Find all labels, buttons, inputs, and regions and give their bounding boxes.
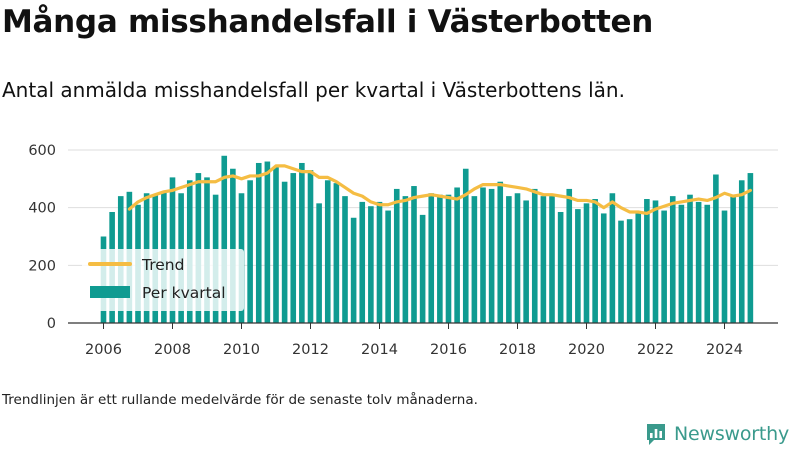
bar-q20 <box>264 161 271 323</box>
legend-label-trend: Trend <box>141 256 184 274</box>
bar-q61 <box>618 220 624 323</box>
bar-q37 <box>411 186 417 323</box>
bar-q24 <box>299 162 305 323</box>
bar-q25 <box>307 170 314 323</box>
bar-q18 <box>247 180 253 323</box>
x-tick-label-2014: 2014 <box>361 342 398 358</box>
bar-q16 <box>230 168 236 323</box>
bar-q40 <box>437 194 443 323</box>
line-series-trend <box>127 164 752 216</box>
bar-q15 <box>221 155 228 323</box>
bar-q30 <box>350 217 357 323</box>
y-tick-label-200: 200 <box>28 258 56 274</box>
brand-logo[interactable]: Newsworthy <box>645 421 789 447</box>
bar-q66 <box>661 210 667 323</box>
bar-q41 <box>445 194 452 323</box>
bar-q49 <box>514 193 521 323</box>
bar-q35 <box>393 188 400 323</box>
bar-q19 <box>255 162 262 323</box>
legend-swatch-per-kvartal <box>90 286 130 298</box>
x-tick-label-2018: 2018 <box>499 342 536 358</box>
bar-q62 <box>626 219 633 323</box>
bar-q75 <box>738 180 745 323</box>
bar-q42 <box>454 187 460 323</box>
bar-q32 <box>368 206 374 323</box>
bar-q33 <box>376 201 383 323</box>
x-tick-label-2024: 2024 <box>706 342 743 358</box>
bar-chart-speech-bubble-icon <box>645 422 667 446</box>
bar-q67 <box>669 196 676 323</box>
bar-q22 <box>281 181 288 323</box>
y-axis-ticks: 0 200 400 600 <box>28 143 56 332</box>
bar-q31 <box>359 201 366 323</box>
bar-q47 <box>497 181 504 323</box>
bar-q76 <box>747 173 754 323</box>
x-tick-label-2012: 2012 <box>292 342 329 358</box>
bar-q43 <box>462 168 469 323</box>
legend-label-per-kvartal: Per kvartal <box>142 284 226 302</box>
bar-q57 <box>583 203 590 323</box>
x-tick-label-2022: 2022 <box>637 342 674 358</box>
chart-subtitle: Antal anmälda misshandelsfall per kvarta… <box>2 78 625 102</box>
bar-q73 <box>721 210 728 323</box>
bar-q74 <box>730 196 736 323</box>
bar-q48 <box>506 196 512 323</box>
x-tick-label-2010: 2010 <box>223 342 260 358</box>
bar-q45 <box>480 187 486 323</box>
bar-q46 <box>488 188 495 323</box>
x-axis-ticks: 2006 2008 2010 2012 2014 2016 2018 2020 2022 2024 <box>85 323 743 358</box>
bar-q44 <box>471 196 478 323</box>
bar-q53 <box>549 196 555 323</box>
bar-q34 <box>385 210 391 323</box>
bar-q59 <box>600 213 607 323</box>
bar-q38 <box>419 214 426 324</box>
bar-q65 <box>652 200 659 323</box>
x-tick-label-2020: 2020 <box>568 342 605 358</box>
bar-q21 <box>273 167 279 323</box>
trend-line <box>127 164 752 216</box>
bar-q63 <box>635 213 642 323</box>
bar-q12 <box>195 173 202 323</box>
x-tick-label-2008: 2008 <box>154 342 191 358</box>
bar-q54 <box>557 211 564 323</box>
bar-q71 <box>704 204 711 323</box>
x-tick-label-2016: 2016 <box>430 342 467 358</box>
footnote: Trendlinjen är ett rullande medelvärde f… <box>2 392 478 408</box>
bar-q58 <box>592 199 598 323</box>
bar-q23 <box>290 173 297 323</box>
bar-q26 <box>316 203 322 323</box>
bar-q52 <box>540 196 547 323</box>
bar-q60 <box>609 193 616 323</box>
bar-q69 <box>687 194 693 323</box>
bar-q27 <box>324 180 331 323</box>
y-tick-label-400: 400 <box>28 201 56 217</box>
bar-q51 <box>531 188 538 323</box>
bar-q72 <box>713 174 719 323</box>
bar-q50 <box>523 200 529 323</box>
bar-q56 <box>575 209 581 323</box>
bar-q36 <box>402 196 409 323</box>
bar-q70 <box>695 201 702 323</box>
y-tick-label-0: 0 <box>47 316 56 332</box>
bar-q28 <box>333 183 340 323</box>
bar-q68 <box>678 204 685 323</box>
bar-q64 <box>644 199 650 323</box>
bar-q55 <box>566 188 573 323</box>
x-tick-label-2006: 2006 <box>85 342 122 358</box>
chart-title: Många misshandelsfall i Västerbotten <box>2 4 654 40</box>
brand-name: Newsworthy <box>674 423 790 445</box>
bar-q39 <box>428 193 435 323</box>
legend: Trend Per kvartal <box>82 249 244 311</box>
y-tick-label-600: 600 <box>28 143 56 159</box>
bar-q29 <box>342 196 348 323</box>
